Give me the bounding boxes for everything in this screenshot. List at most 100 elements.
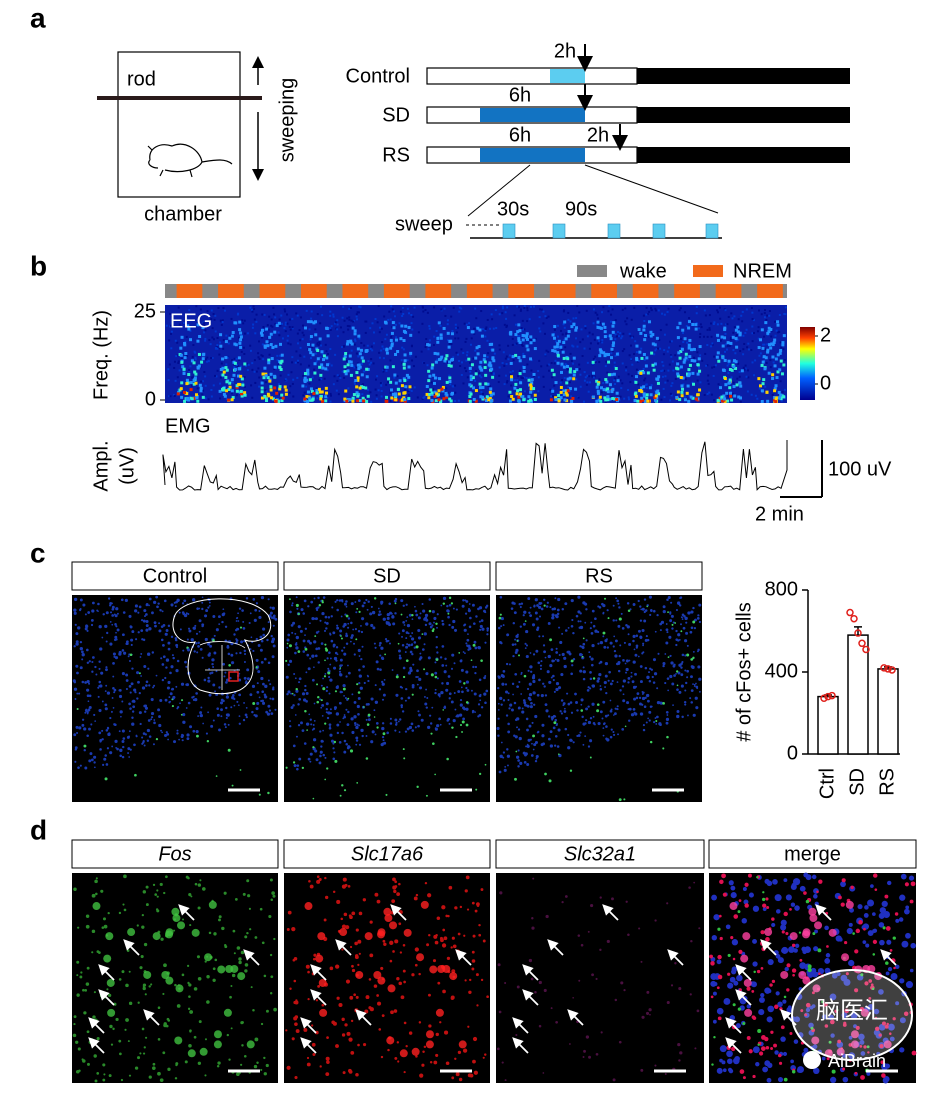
cell: [405, 637, 408, 640]
cell: [584, 621, 587, 624]
spec-px: [427, 348, 430, 351]
spec-blob: [267, 358, 271, 362]
cell: [459, 723, 463, 727]
cell: [548, 680, 552, 685]
cell: [643, 610, 646, 614]
cell: [329, 663, 332, 666]
spec-blob: [688, 338, 692, 342]
cell: [106, 691, 111, 695]
spec-blob: [691, 396, 695, 400]
cell: [571, 618, 574, 622]
cell: [612, 714, 615, 716]
spec-px: [387, 318, 390, 321]
spec-px: [602, 306, 605, 309]
cell: [315, 617, 318, 621]
cell: [655, 720, 658, 722]
spec-px: [247, 363, 250, 366]
spec-blob: [642, 328, 646, 332]
cell: [89, 1018, 92, 1021]
cell: [312, 746, 315, 749]
cell: [309, 760, 312, 763]
cell: [76, 993, 80, 997]
spec-blob: [491, 392, 495, 396]
spec-blob: [566, 365, 570, 369]
cell: [582, 670, 586, 674]
spec-blob: [402, 377, 406, 381]
cell: [363, 681, 366, 685]
cell: [226, 678, 229, 682]
cell: [250, 636, 253, 639]
spec-blob: [781, 341, 785, 345]
cell: [420, 718, 424, 722]
cell: [541, 734, 545, 738]
cell: [145, 903, 149, 907]
freq-tick-label: 0: [145, 388, 156, 410]
spec-px: [464, 340, 467, 343]
cell: [148, 1075, 152, 1079]
cell: [581, 715, 584, 719]
spec-px: [410, 313, 413, 316]
spec-px: [633, 353, 636, 356]
spec-px: [498, 348, 501, 351]
cell: [112, 675, 115, 678]
cell: [441, 645, 445, 648]
cell: [292, 744, 296, 748]
spec-px: [393, 376, 396, 379]
spec-px: [238, 358, 241, 361]
cell: [138, 711, 142, 715]
cell: [657, 652, 660, 655]
cell: [545, 605, 549, 608]
cell: [271, 687, 275, 691]
cell: [624, 725, 627, 728]
spec-blob: [680, 394, 684, 398]
spec-blob: [597, 398, 601, 402]
cell: [690, 658, 694, 661]
spec-px: [432, 388, 435, 391]
cell: [386, 613, 390, 617]
cell: [220, 698, 224, 702]
cell: [497, 709, 500, 711]
nrem-bout: [383, 284, 410, 298]
spec-blob: [273, 374, 277, 378]
spec-blob: [384, 399, 388, 403]
cell: [670, 661, 674, 665]
cell: [526, 705, 530, 708]
spec-px: [385, 369, 388, 372]
cell: [294, 643, 298, 646]
cell: [632, 707, 636, 711]
cell: [194, 882, 198, 886]
spec-px: [461, 361, 464, 364]
cell: [182, 720, 186, 724]
cell: [197, 715, 200, 717]
spec-blob: [778, 351, 782, 355]
spec-blob: [510, 395, 514, 399]
cell: [465, 723, 469, 727]
cell: [530, 754, 534, 757]
spec-px: [413, 306, 416, 309]
cell: [518, 680, 521, 684]
spec-px: [321, 353, 324, 356]
cell: [692, 713, 696, 717]
cell: [345, 642, 349, 645]
cell: [587, 686, 590, 689]
spec-px: [360, 342, 363, 345]
cell: [587, 705, 590, 708]
deprivation: [480, 108, 585, 122]
cell: [295, 603, 299, 607]
spec-blob: [487, 398, 491, 402]
cell: [623, 798, 626, 801]
spec-px: [366, 344, 369, 347]
cell: [100, 889, 104, 893]
cell: [230, 706, 233, 709]
cell: [673, 674, 676, 677]
spec-blob: [445, 354, 449, 358]
cell: [460, 703, 463, 706]
spec-px: [713, 321, 716, 324]
cell: [159, 608, 162, 612]
spec-px: [243, 385, 246, 388]
cell: [628, 643, 632, 646]
spec-blob: [440, 387, 444, 391]
spec-blob: [518, 372, 522, 376]
spec-px: [473, 332, 476, 335]
spec-blob: [509, 330, 513, 334]
